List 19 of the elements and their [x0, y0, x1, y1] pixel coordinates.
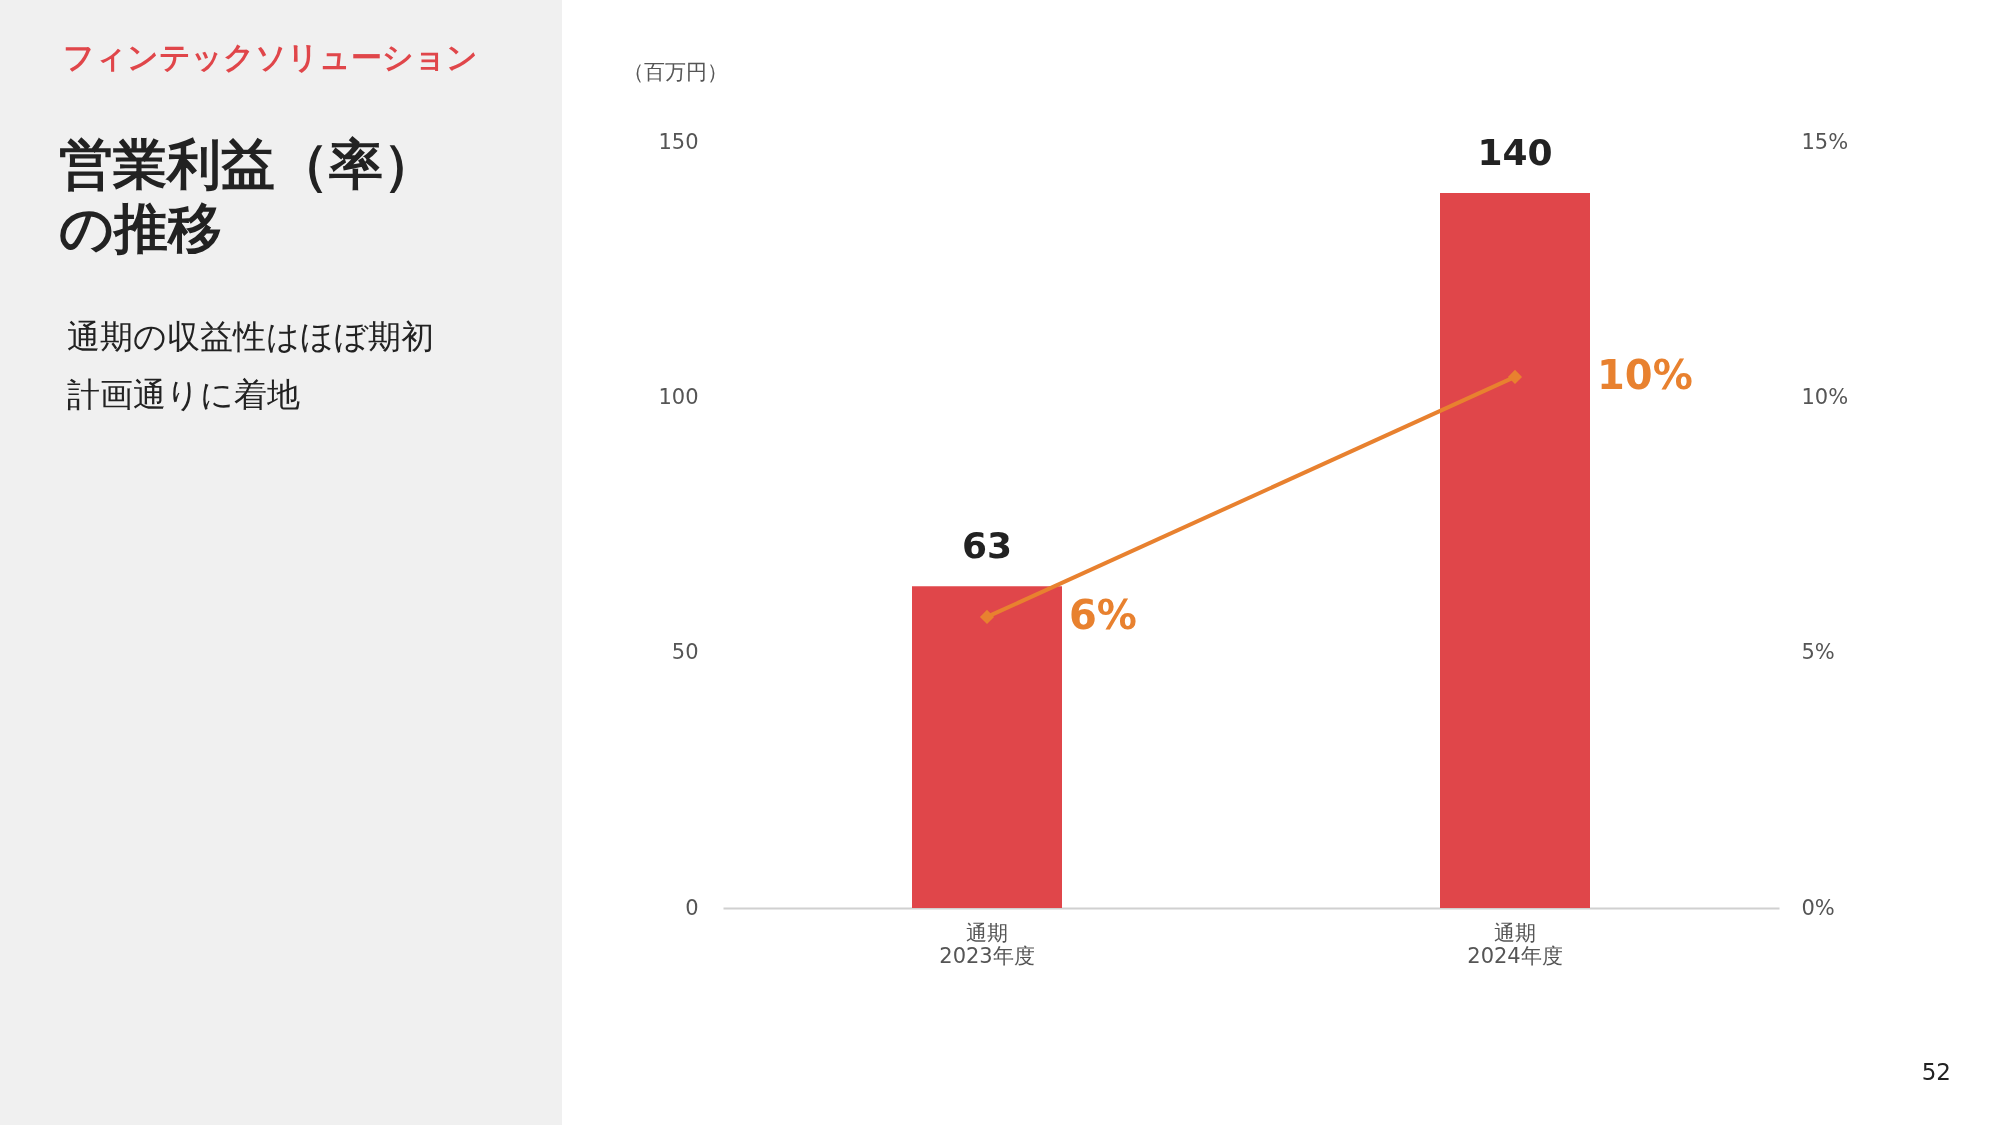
data-label: 10%: [1597, 351, 1693, 398]
text: 52: [1921, 1059, 1951, 1085]
y-tick-label: 0: [685, 895, 699, 920]
data-label: 140: [1477, 132, 1553, 174]
y2-tick-label: 10%: [1801, 384, 1849, 409]
data-label: 63: [961, 525, 1013, 567]
text: フィンテックソリューション: [63, 39, 478, 75]
x-tick-label: 通期 2024年度: [1467, 920, 1563, 968]
y2-tick-label: 5%: [1801, 640, 1835, 665]
text: 営業利益（率）の推移: [59, 133, 437, 260]
y-tick-label: 150: [658, 129, 699, 154]
y2-tick-label: 0%: [1801, 895, 1835, 920]
text: 通期の収益性はほぼ期初計画通りに着地: [67, 317, 434, 414]
data-label: 6%: [1069, 591, 1137, 638]
y2-tick-label: 15%: [1801, 129, 1849, 154]
y-tick-label: 50: [671, 640, 699, 665]
x-tick-label: 通期 2023年度: [939, 920, 1035, 968]
y-axis-title: （百万円）: [623, 60, 728, 84]
y-tick-label: 100: [658, 384, 699, 409]
